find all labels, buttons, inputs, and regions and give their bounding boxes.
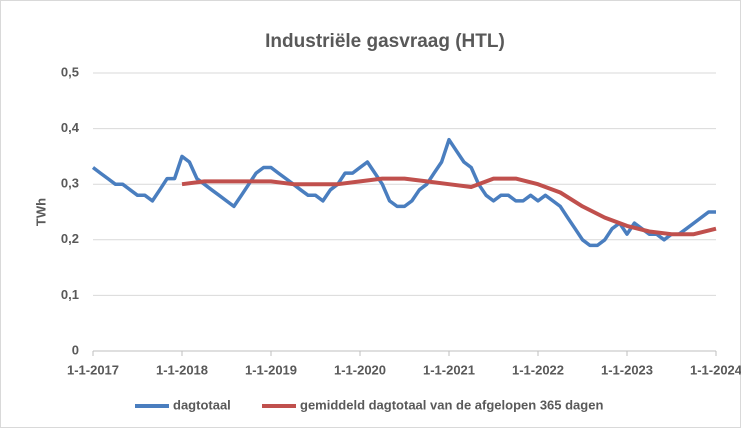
- y-tick-label: 0,2: [61, 231, 79, 246]
- y-tick-label: 0,1: [61, 287, 79, 302]
- data-line: [91, 137, 716, 248]
- chart-title: Industriële gasvraag (HTL): [265, 31, 505, 52]
- y-tick-label: 0,4: [61, 120, 80, 135]
- x-tick-label: 1-1-2021: [423, 362, 475, 377]
- y-tick-label: 0,5: [61, 64, 79, 79]
- y-tick-label: 0: [72, 342, 79, 357]
- x-tick-label: 1-1-2020: [334, 362, 386, 377]
- x-tick-label: 1-1-2022: [512, 362, 564, 377]
- x-tick-label: 1-1-2019: [245, 362, 297, 377]
- y-tick-label: 0,3: [61, 176, 79, 191]
- x-tick-label: 1-1-2017: [67, 362, 119, 377]
- x-tick-label: 1-1-2018: [156, 362, 208, 377]
- x-tick-label: 1-1-2023: [601, 362, 653, 377]
- x-tick-label: 1-1-2024: [690, 362, 741, 377]
- y-axis-label: TWh: [33, 198, 48, 226]
- legend-label: gemiddeld dagtotaal van de afgelopen 365…: [300, 397, 603, 412]
- legend-label: dagtotaal: [173, 397, 231, 412]
- data-line: [181, 176, 717, 237]
